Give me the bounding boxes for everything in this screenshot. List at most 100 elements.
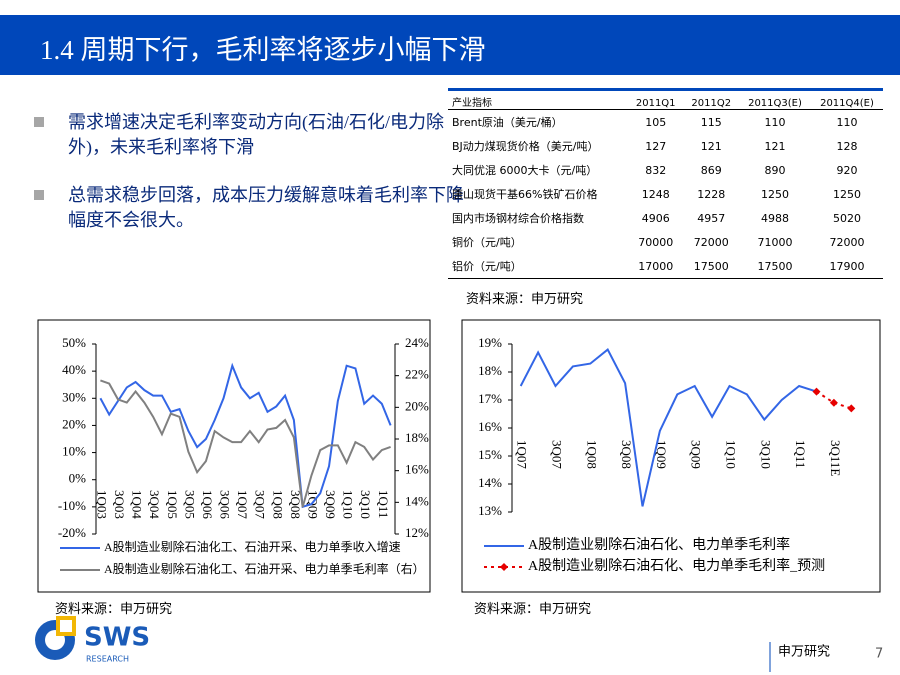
x-tick-label: 3Q06 [218, 490, 233, 519]
table-cell: 72000 [693, 235, 729, 249]
y-tick-label: 19% [478, 335, 502, 350]
table-cell: 17500 [693, 259, 729, 273]
series-line [100, 379, 391, 508]
footer-company: 申万研究 [778, 645, 830, 660]
table-cell: 1228 [697, 187, 726, 201]
table-cell: 1248 [641, 187, 670, 201]
y-tick-label: 20% [62, 416, 86, 431]
x-tick-label: 3Q09 [323, 490, 338, 519]
table-cell: 国内市场钢材综合价格指数 [452, 212, 584, 225]
table-cell: 832 [645, 163, 667, 177]
table-cell: 128 [836, 139, 858, 153]
legend-marker [500, 563, 508, 571]
x-tick-label: 1Q08 [584, 440, 599, 469]
y2-tick-label: 16% [405, 462, 429, 477]
y-tick-label: -10% [58, 498, 86, 513]
x-tick-label: 3Q08 [619, 440, 634, 469]
y-tick-label: 40% [62, 362, 86, 377]
x-tick-label: 1Q05 [165, 490, 180, 519]
table: 产业指标 2011Q1 2011Q2 2011Q3(E) 2011Q4(E) Brent… [448, 91, 883, 278]
logo-mark [35, 616, 76, 660]
table-cell: BJ动力煤现货价格（美元/吨） [452, 140, 599, 153]
y2-tick-label: 20% [405, 398, 429, 413]
table-header-cell: 2011Q1 [627, 91, 684, 110]
table-cell: 4988 [760, 211, 789, 225]
y-tick-label: 16% [478, 419, 502, 434]
series-marker [847, 404, 856, 413]
series-line [99, 362, 392, 509]
x-tick-label: 1Q10 [724, 440, 739, 469]
y-tick-label: 15% [478, 447, 502, 462]
table-cell: Brent原油（美元/桶） [452, 116, 563, 129]
x-tick-label: 1Q07 [235, 490, 250, 519]
y-tick-label: 14% [478, 475, 502, 490]
page-number: 7 [875, 647, 883, 662]
legend-label: A股制造业剔除石油石化、电力单季毛利率_预测 [528, 557, 825, 574]
logo-name: SWS [84, 623, 150, 653]
chart-frame [37, 319, 431, 593]
legend-label: A股制造业剔除石油化工、石油开采、电力单季毛利率（右） [104, 561, 425, 576]
table-cell: 121 [764, 139, 786, 153]
y2-tick-label: 14% [405, 493, 429, 508]
x-tick-label: 1Q09 [654, 440, 669, 469]
x-tick-label: 3Q04 [147, 490, 162, 519]
table-cell: 唐山现货干基66%铁矿石价格 [452, 188, 598, 201]
legend-label: A股制造业剔除石油化工、石油开采、电力单季收入增速 [104, 539, 401, 554]
table-row: 大同优混 6000大卡（元/吨） 832 869 890 920 [448, 158, 883, 182]
table-row: 铜价（元/吨） 70000 72000 71000 72000 [448, 230, 883, 254]
logo-tagline: RESEARCH [86, 655, 129, 664]
x-tick-label: 1Q11 [376, 490, 391, 518]
y-tick-label: 13% [478, 503, 502, 518]
table-row: BJ动力煤现货价格（美元/吨） 127 121 121 128 [448, 134, 883, 158]
table-cell: 70000 [638, 235, 674, 249]
price-table: 产业指标 2011Q1 2011Q2 2011Q3(E) 2011Q4(E) Brent… [448, 88, 883, 279]
series-marker [829, 398, 838, 407]
table-cell: 铝价（元/吨） [452, 260, 522, 273]
y-tick-label: 10% [62, 444, 86, 459]
table-row: 唐山现货干基66%铁矿石价格 1248 1228 1250 1250 [448, 182, 883, 206]
table-cell: 大同优混 6000大卡（元/吨） [452, 164, 598, 177]
table-header: 产业指标 2011Q1 2011Q2 2011Q3(E) 2011Q4(E) [448, 91, 883, 110]
y2-tick-label: 24% [405, 335, 429, 350]
x-tick-label: 3Q07 [550, 440, 565, 469]
x-tick-label: 1Q06 [200, 490, 215, 519]
bullet: 总需求稳步回落，成本压力缓解意味着毛利率下降幅度不会很大。 [34, 183, 478, 233]
title-bar: 1.4 周期下行，毛利率将逐步小幅下滑 [0, 15, 900, 75]
y-tick-label: -20% [58, 525, 86, 540]
table-header-cell: 2011Q4(E) [810, 91, 883, 110]
x-tick-label: 1Q03 [94, 490, 109, 519]
y2-tick-label: 18% [405, 430, 429, 445]
table-row: 铝价（元/吨） 17000 17500 17500 17900 [448, 254, 883, 278]
chart-source: 资料来源：申万研究 [474, 602, 592, 617]
table-cell: 4957 [697, 211, 726, 225]
table-row: Brent原油（美元/桶） 105 115 110 110 [448, 110, 883, 135]
table-cell: 71000 [757, 235, 793, 249]
slide-title: 1.4 周期下行，毛利率将逐步小幅下滑 [40, 35, 486, 65]
y2-tick-label: 22% [405, 367, 429, 382]
table-cell: 4906 [641, 211, 670, 225]
x-tick-label: 3Q05 [182, 490, 197, 519]
table-header-cell: 产业指标 [448, 91, 628, 110]
table-row: 国内市场钢材综合价格指数 4906 4957 4988 5020 [448, 206, 883, 230]
y-tick-label: 0% [69, 471, 87, 486]
table-cell: 1250 [832, 187, 861, 201]
x-tick-label: 1Q11 [793, 440, 808, 468]
chart-frame [461, 319, 881, 593]
x-tick-label: 3Q03 [112, 490, 127, 519]
table-cell: 5020 [832, 211, 861, 225]
y-tick-label: 17% [478, 391, 502, 406]
table-cell: 17500 [757, 259, 793, 273]
table-cell: 72000 [829, 235, 865, 249]
table-cell: 17000 [638, 259, 674, 273]
table-cell: 869 [700, 163, 722, 177]
table-cell: 105 [645, 115, 667, 129]
table-cell: 115 [700, 115, 722, 129]
bullet: 需求增速决定毛利率变动方向(石油/石化/电力除外)，未来毛利率将下滑 [34, 110, 478, 160]
x-tick-label: 3Q11E [828, 440, 843, 476]
table-cell: 890 [764, 163, 786, 177]
table-cell: 110 [764, 115, 786, 129]
y-tick-label: 30% [62, 389, 86, 404]
x-tick-label: 3Q10 [358, 490, 373, 519]
table-cell: 920 [836, 163, 858, 177]
